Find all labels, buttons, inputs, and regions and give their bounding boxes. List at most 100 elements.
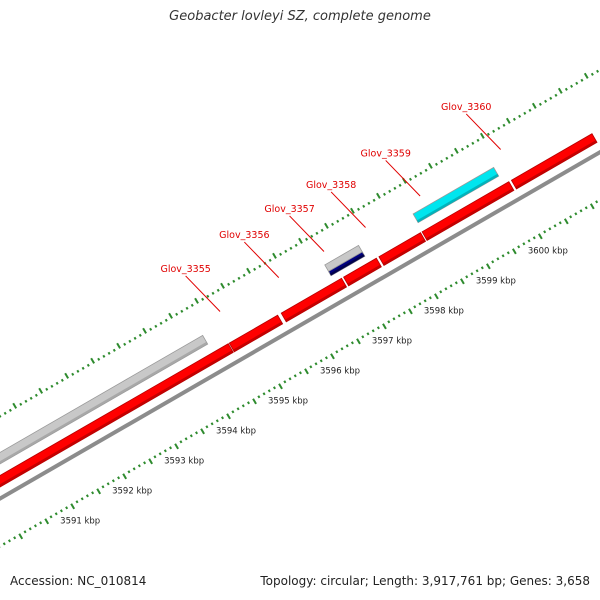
upper-tick	[408, 177, 412, 181]
lower-tick	[70, 503, 76, 510]
lower-tick	[522, 242, 526, 246]
lower-tick	[574, 212, 578, 216]
lower-tick	[475, 269, 479, 273]
lower-tick	[179, 440, 183, 444]
upper-tick	[55, 381, 59, 385]
lower-tick	[460, 278, 465, 285]
lower-tick	[527, 239, 531, 243]
upper-tick	[590, 72, 594, 76]
upper-tick	[175, 312, 179, 316]
lower-tick	[319, 359, 323, 363]
lower-tick	[278, 383, 283, 390]
upper-tick	[531, 102, 537, 109]
lower-tick	[2, 542, 6, 546]
feature-tracks	[0, 133, 598, 488]
upper-tick	[388, 189, 392, 193]
upper-tick	[564, 87, 568, 91]
cds-lower-4-shade	[347, 264, 382, 286]
upper-tick	[538, 102, 542, 106]
upper-tick	[398, 183, 402, 187]
upper-tick	[76, 369, 80, 373]
lower-tick	[246, 401, 250, 405]
lower-tick	[563, 218, 569, 225]
lower-tick	[330, 353, 335, 360]
lower-tick	[366, 332, 370, 336]
lower-tick	[569, 215, 573, 219]
upper-tick	[194, 297, 199, 304]
kbp-label: 3593 kbp	[164, 456, 204, 466]
upper-tick	[393, 186, 397, 190]
lower-tick	[49, 515, 53, 519]
upper-tick	[81, 366, 85, 370]
upper-tick	[434, 162, 438, 166]
lower-tick	[85, 494, 89, 498]
backbone-line	[0, 149, 600, 501]
upper-tick	[12, 402, 18, 409]
upper-tick	[227, 282, 231, 286]
lower-tick	[558, 221, 562, 225]
map-title: Geobacter lovleyi SZ, complete genome	[169, 9, 431, 24]
lower-tick	[595, 200, 599, 204]
lower-tick	[376, 326, 380, 330]
lower-tick	[553, 224, 557, 228]
upper-tick	[512, 117, 516, 121]
lower-tick	[517, 245, 521, 249]
upper-tick	[180, 309, 184, 313]
upper-tick	[220, 282, 225, 289]
upper-tick	[289, 246, 293, 250]
upper-tick	[253, 267, 257, 271]
upper-tick	[486, 132, 490, 136]
upper-tick	[466, 144, 470, 148]
gene-leader-line	[244, 241, 280, 278]
upper-tick	[414, 174, 418, 178]
upper-tick	[575, 81, 579, 85]
lower-tick	[350, 341, 354, 345]
lower-tick	[506, 251, 510, 255]
lower-tick	[340, 347, 344, 351]
upper-tick	[357, 207, 361, 211]
lower-tick	[28, 527, 32, 531]
lower-tick	[548, 227, 552, 231]
lower-tick	[122, 473, 128, 480]
lower-tick	[444, 287, 448, 291]
upper-tick	[497, 126, 501, 130]
gene-leader-line	[289, 215, 325, 252]
upper-tick	[580, 78, 584, 82]
upper-tick	[159, 321, 163, 325]
upper-tick	[232, 279, 236, 283]
lower-tick	[511, 248, 517, 255]
upper-tick	[523, 111, 527, 115]
cds-lower-5-shade	[382, 239, 426, 266]
lower-tick	[91, 491, 95, 495]
lower-tick	[226, 413, 231, 420]
lower-tick	[44, 518, 50, 525]
lower-tick	[205, 425, 209, 429]
upper-tick	[440, 159, 444, 163]
lower-tick	[532, 236, 536, 240]
upper-tick	[460, 147, 464, 151]
cds-lower-5	[378, 232, 427, 266]
upper-tick	[492, 129, 496, 133]
gene-labels: Glov_3355 Glov_3356 Glov_3357 Glov_3358 Glov…	[160, 102, 501, 312]
lower-tick	[13, 536, 17, 540]
lower-tick	[397, 314, 401, 318]
upper-tick	[298, 237, 303, 244]
upper-tick	[279, 252, 283, 256]
lower-tick	[184, 437, 188, 441]
upper-tick	[557, 87, 563, 94]
lower-tick	[428, 296, 432, 300]
upper-tick	[479, 132, 485, 139]
upper-tick	[90, 357, 96, 364]
upper-tick	[149, 327, 153, 331]
lower-tick	[324, 356, 328, 360]
lower-tick	[132, 467, 136, 471]
gene-label: Glov_3359	[361, 148, 411, 159]
lower-tick	[402, 311, 406, 315]
upper-tick	[185, 306, 189, 310]
upper-tick	[268, 258, 272, 262]
lower-tick	[65, 506, 69, 510]
upper-tick	[424, 168, 428, 172]
upper-tick	[367, 201, 371, 205]
upper-tick	[206, 294, 210, 298]
upper-tick	[50, 384, 54, 388]
